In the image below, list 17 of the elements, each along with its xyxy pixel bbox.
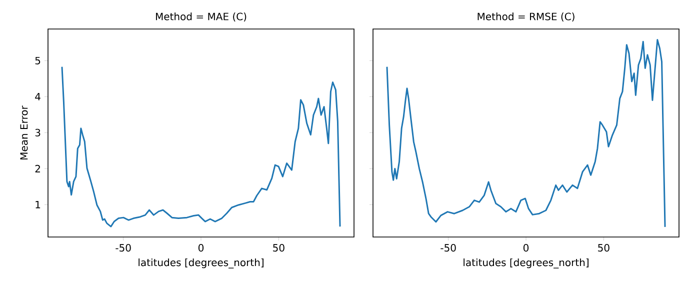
y-tick-label: 3 [35,128,40,136]
x-tick-label: 0 [523,244,529,252]
y-axis-title: Mean Error [20,106,28,160]
x-tick-label: -50 [440,244,456,252]
x-tick-label: 0 [198,244,204,252]
x-axis-title: latitudes [degrees_north] [464,258,588,268]
y-tick-label: 4 [35,93,40,100]
chart-title: Method = RMSE (C) [478,12,574,22]
line-series [61,66,341,228]
x-tick-label: 50 [598,244,610,252]
x-tick-label: -50 [116,244,131,252]
y-tick-label: 5 [35,56,40,64]
y-tick-label: 1 [36,200,40,208]
x-tick-label: 50 [273,244,284,252]
y-tick-label: 2 [35,164,40,172]
chart-title: Method = MAE (C) [156,12,246,22]
x-axis-title: latitudes [degrees_north] [138,258,264,268]
